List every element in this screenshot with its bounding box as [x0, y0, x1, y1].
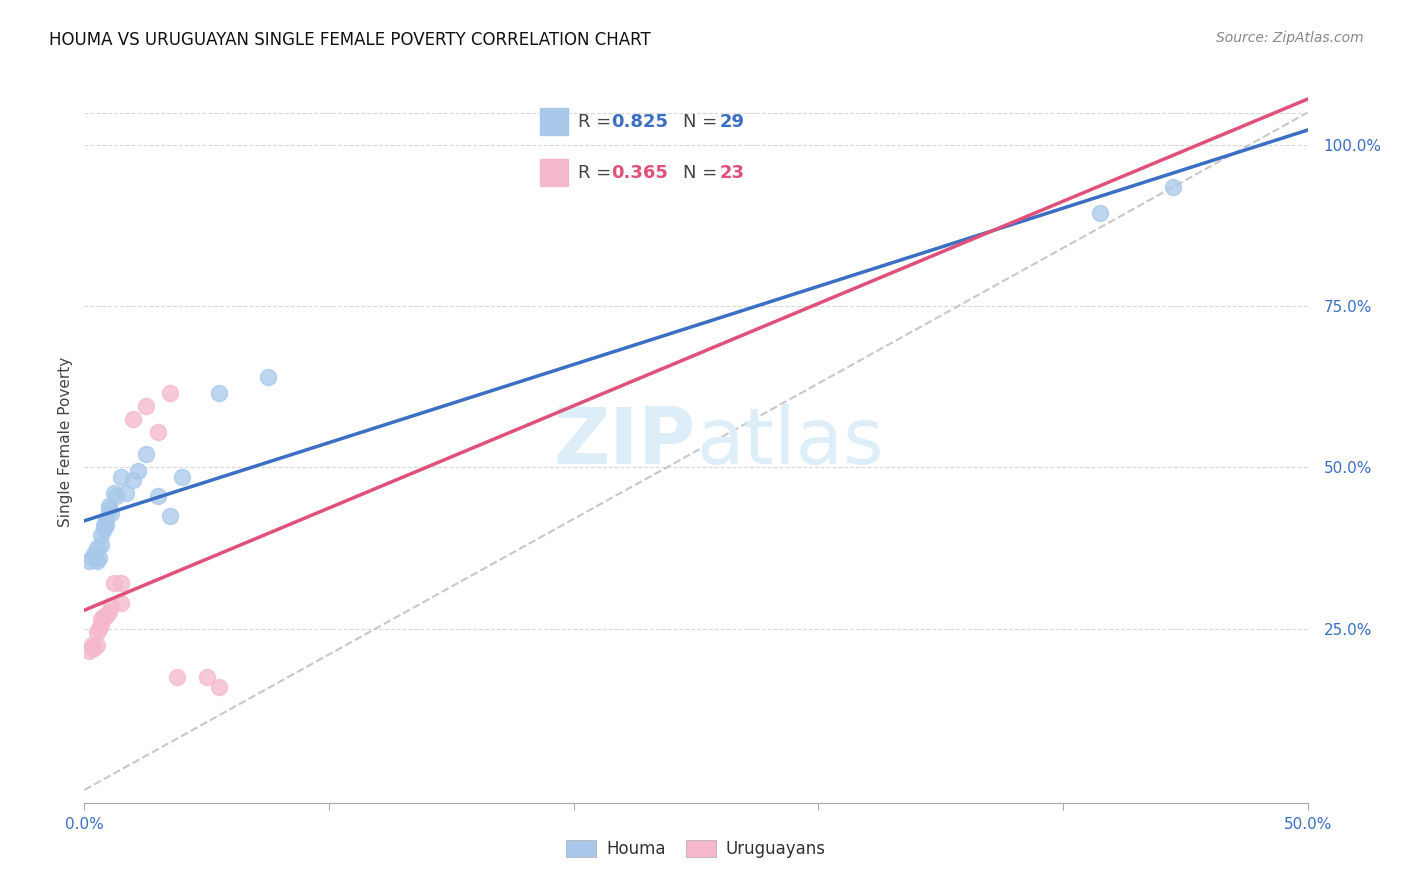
Legend: Houma, Uruguayans: Houma, Uruguayans [558, 832, 834, 867]
Y-axis label: Single Female Poverty: Single Female Poverty [58, 357, 73, 526]
Point [172, 470, 194, 484]
Point [93, 522, 115, 536]
Point [100, 506, 122, 520]
Point [1161, 179, 1184, 194]
Point [110, 596, 132, 610]
Point [100, 599, 122, 613]
Point [90, 618, 112, 632]
Point [122, 473, 145, 487]
Point [135, 399, 157, 413]
Text: N =: N = [683, 112, 723, 130]
Point [93, 518, 115, 533]
Point [96, 608, 118, 623]
Point [97, 499, 120, 513]
Point [87, 550, 110, 565]
Point [257, 370, 280, 384]
Point [115, 486, 138, 500]
Point [159, 386, 181, 401]
Point [146, 425, 169, 439]
Point [90, 538, 112, 552]
Point [97, 502, 120, 516]
Point [80, 638, 103, 652]
Point [86, 554, 108, 568]
Bar [540, 160, 568, 186]
Point [110, 470, 132, 484]
Text: 29: 29 [720, 112, 745, 130]
Point [93, 608, 115, 623]
Point [127, 464, 149, 478]
Point [159, 508, 181, 523]
Point [122, 412, 145, 426]
Point [97, 606, 120, 620]
Text: 0.825: 0.825 [612, 112, 669, 130]
Point [103, 576, 125, 591]
Text: 0.365: 0.365 [612, 164, 668, 182]
Point [166, 670, 188, 684]
Point [96, 512, 118, 526]
Point [195, 670, 218, 684]
Text: ZIP: ZIP [554, 403, 696, 480]
Point [110, 576, 132, 591]
Point [90, 528, 112, 542]
Point [103, 486, 125, 500]
Point [96, 518, 118, 533]
Point [77, 554, 100, 568]
Point [86, 541, 108, 555]
Point [86, 624, 108, 639]
Text: R =: R = [578, 112, 617, 130]
Point [77, 644, 100, 658]
Point [208, 680, 231, 694]
Point [1088, 205, 1111, 219]
Text: Source: ZipAtlas.com: Source: ZipAtlas.com [1216, 31, 1364, 45]
Text: N =: N = [683, 164, 723, 182]
Text: 23: 23 [720, 164, 745, 182]
Bar [540, 108, 568, 135]
Point [87, 622, 110, 636]
Point [86, 638, 108, 652]
Point [146, 489, 169, 503]
Point [80, 640, 103, 655]
Text: HOUMA VS URUGUAYAN SINGLE FEMALE POVERTY CORRELATION CHART: HOUMA VS URUGUAYAN SINGLE FEMALE POVERTY… [49, 31, 651, 49]
Point [83, 548, 105, 562]
Point [83, 640, 105, 655]
Point [135, 447, 157, 461]
Text: R =: R = [578, 164, 617, 182]
Text: atlas: atlas [696, 403, 883, 480]
Point [80, 550, 103, 565]
Point [208, 386, 231, 401]
Point [90, 612, 112, 626]
Point [105, 489, 128, 503]
